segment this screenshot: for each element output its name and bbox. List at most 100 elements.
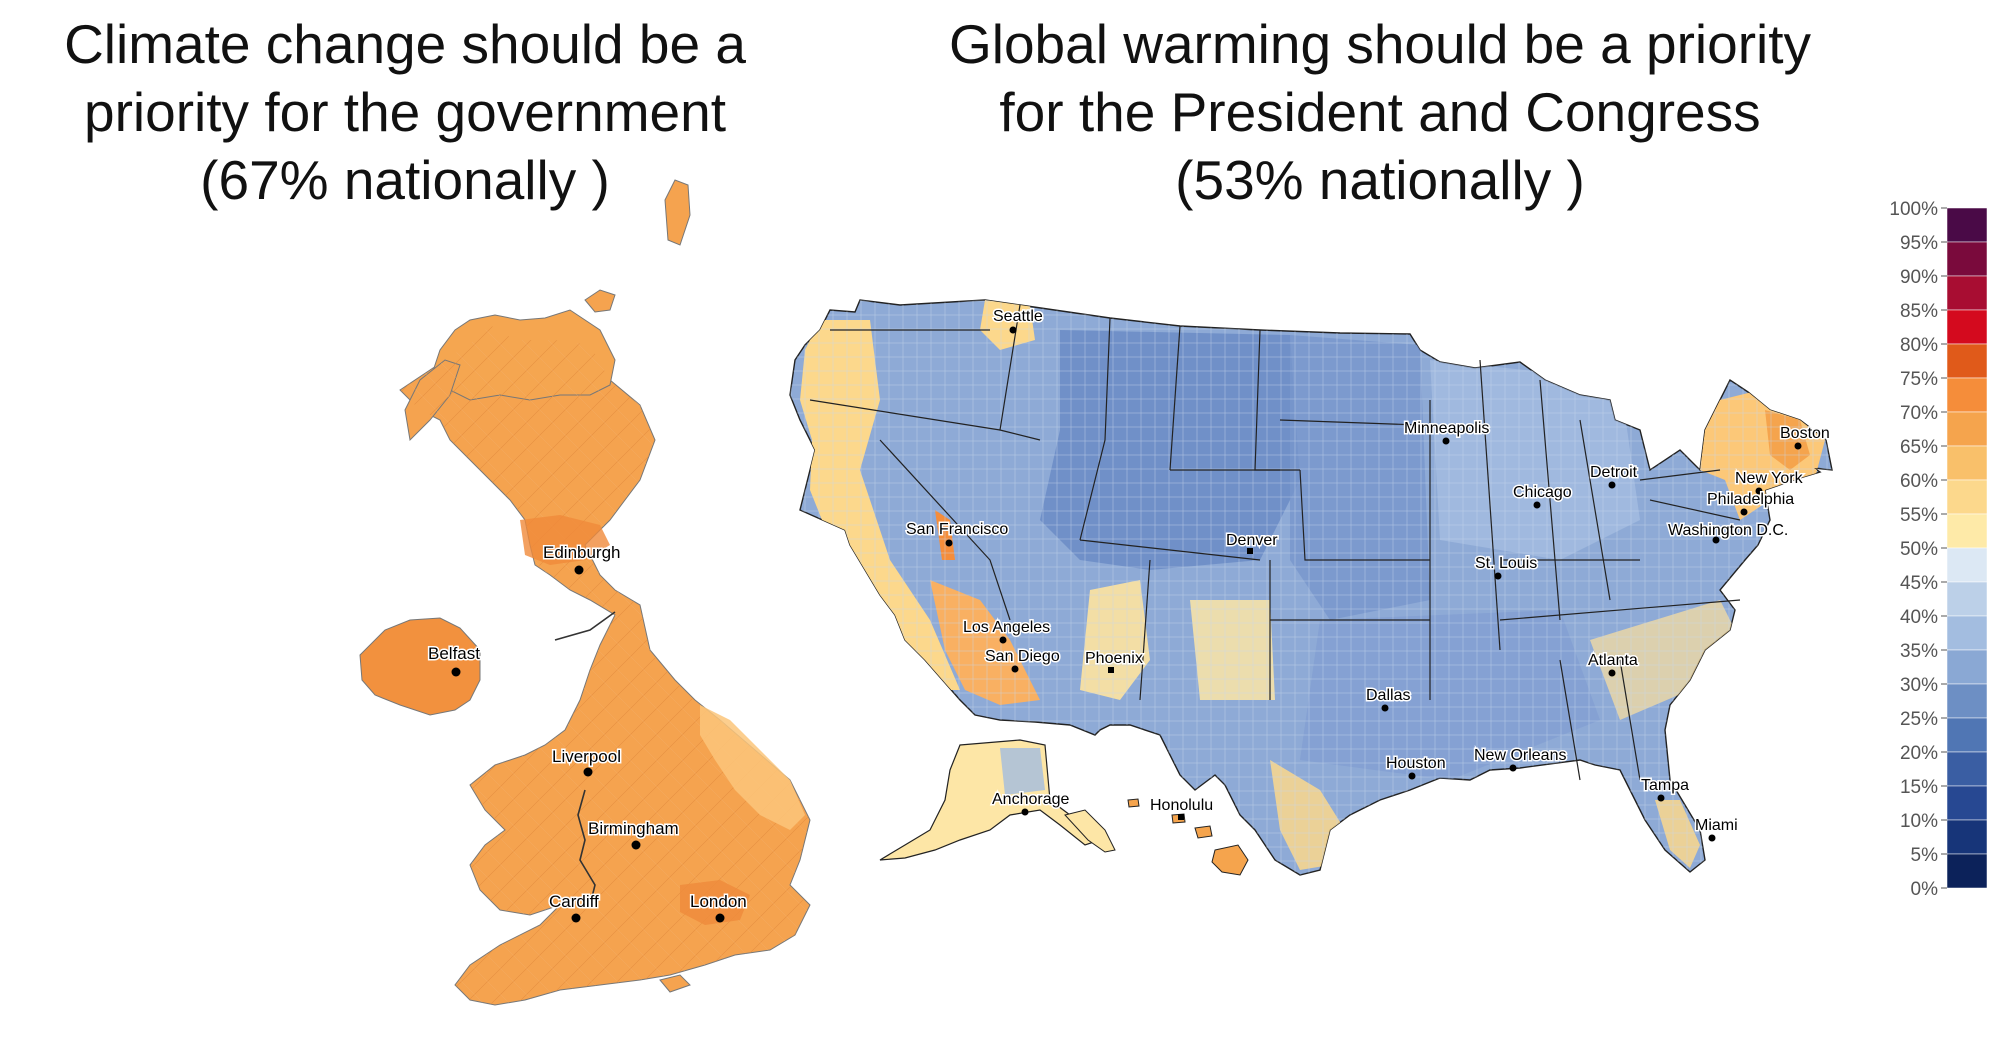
us-city-label-tampa: Tampa (1641, 777, 1689, 794)
uk-city-dot-edinburgh (574, 565, 584, 575)
legend-swatch (1946, 615, 1988, 651)
us-city-dot-tampa (1657, 794, 1665, 802)
us-city-dot-minneapolis (1442, 437, 1450, 445)
us-city-label-phoenix: Phoenix (1085, 650, 1143, 667)
uk-city-dot-belfast (451, 667, 461, 677)
us-city-label-new-orleans: New Orleans (1474, 747, 1566, 764)
us-city-dot-denver (1247, 548, 1253, 554)
legend-swatch (1946, 513, 1988, 549)
legend-tick-label: 15% (1900, 777, 1938, 798)
uk-city-label-liverpool: Liverpool (552, 747, 621, 766)
legend-swatch (1946, 547, 1988, 583)
uk-northern-ireland (359, 617, 481, 716)
uk-wales-england-border (577, 789, 596, 906)
legend-tick-label: 5% (1911, 845, 1939, 866)
us-city-label-los-angeles: Los Angeles (963, 619, 1050, 636)
uk-scotland-england-border (554, 611, 616, 641)
us-city-dot-philadelphia (1740, 508, 1748, 516)
us-alaska-panhandle (1064, 809, 1116, 853)
us-city-label-honolulu: Honolulu (1150, 797, 1213, 814)
us-title-line-2: for the President and Congress (999, 81, 1761, 143)
uk-city-label-belfast: Belfast (428, 644, 480, 663)
uk-isle-of-wight (659, 974, 691, 993)
legend-swatch (1946, 479, 1988, 515)
uk-map-title: Climate change should be a priority for … (0, 10, 810, 214)
us-city-dot-seattle (1009, 326, 1017, 334)
legend-tick-label: 65% (1900, 437, 1938, 458)
legend-swatch (1946, 343, 1988, 379)
us-city-dot-washington-dc (1712, 536, 1720, 544)
legend-swatch (1946, 819, 1988, 855)
legend-swatch (1946, 377, 1988, 413)
us-city-dot-san-francisco (945, 539, 953, 547)
legend-swatch (1946, 309, 1988, 345)
us-city-label-boston: Boston (1780, 425, 1830, 442)
legend-swatch (1946, 785, 1988, 821)
legend-tick-label: 55% (1900, 505, 1938, 526)
us-hawaii-maui (1194, 825, 1213, 839)
legend-tick-label: 40% (1900, 607, 1938, 628)
us-city-label-seattle: Seattle (993, 308, 1043, 325)
us-city-label-san-francisco: San Francisco (906, 521, 1008, 538)
us-city-label-st-louis: St. Louis (1475, 555, 1537, 572)
us-city-dot-houston (1408, 772, 1416, 780)
legend-tick-label: 20% (1900, 743, 1938, 764)
uk-city-label-london: London (690, 892, 747, 911)
us-map-title: Global warming should be a priority for … (880, 10, 1880, 214)
us-alaska-interior (1000, 748, 1045, 795)
us-city-label-houston: Houston (1386, 755, 1446, 772)
uk-title-line-2: priority for the government (84, 81, 726, 143)
us-city-dot-boston (1794, 442, 1802, 450)
uk-title-line-3: (67% nationally ) (200, 149, 610, 211)
legend-swatch (1946, 241, 1988, 277)
us-city-label-detroit: Detroit (1590, 464, 1638, 481)
us-city-dot-anchorage (1021, 808, 1029, 816)
us-city-dot-phoenix (1108, 667, 1114, 673)
legend-swatch (1946, 411, 1988, 447)
legend-tick-label: 85% (1900, 301, 1938, 322)
uk-title-line-1: Climate change should be a (64, 13, 746, 75)
us-city-label-san-diego: San Diego (985, 648, 1060, 665)
legend-tick-label: 45% (1900, 573, 1938, 594)
legend-tick-label: 100% (1889, 199, 1938, 220)
us-hawaii-kauai (1127, 798, 1140, 808)
us-city-label-dallas: Dallas (1366, 687, 1410, 704)
legend-tick-label: 30% (1900, 675, 1938, 696)
us-title-line-1: Global warming should be a priority (948, 13, 1812, 75)
legend-tick-label: 95% (1900, 233, 1938, 254)
uk-city-label-edinburgh: Edinburgh (543, 543, 621, 562)
us-city-dot-chicago (1533, 501, 1541, 509)
us-city-dot-detroit (1608, 481, 1616, 489)
us-map: Seattle San Francisco Los Angeles San Di… (789, 299, 1833, 876)
us-title-line-3: (53% nationally ) (1175, 149, 1585, 211)
uk-city-dot-birmingham (631, 840, 641, 850)
us-city-dot-atlanta (1608, 669, 1616, 677)
color-legend: 100% 95% 90% 85% 80% 75% 70% 65% 60% 55% 50% 45% 40%… (1889, 199, 1988, 900)
us-city-dot-dallas (1381, 704, 1389, 712)
legend-swatch (1946, 207, 1988, 243)
us-city-dot-miami (1708, 834, 1716, 842)
legend-tick-label: 60% (1900, 471, 1938, 492)
us-city-dot-los-angeles (999, 636, 1007, 644)
legend-swatch (1946, 717, 1988, 753)
legend-swatch (1946, 751, 1988, 787)
legend-tick-label: 25% (1900, 709, 1938, 730)
legend-tick-label: 10% (1900, 811, 1938, 832)
uk-city-label-cardiff: Cardiff (549, 892, 599, 911)
us-city-label-new-york: New York (1735, 470, 1804, 487)
us-city-label-washington-dc: Washington D.C. (1668, 522, 1788, 539)
us-city-label-philadelphia: Philadelphia (1707, 491, 1794, 508)
us-city-dot-st-louis (1494, 572, 1502, 580)
us-hawaii-big-island (1211, 844, 1249, 876)
us-state-borders (809, 304, 1741, 781)
legend-swatch (1946, 275, 1988, 311)
legend-swatch (1946, 649, 1988, 685)
us-city-dot-honolulu (1178, 814, 1184, 820)
us-city-label-miami: Miami (1695, 817, 1738, 834)
uk-east-england-region (700, 705, 805, 830)
us-city-label-minneapolis: Minneapolis (1404, 420, 1489, 437)
legend-swatch (1946, 683, 1988, 719)
legend-swatch (1946, 445, 1988, 481)
legend-tick-label: 50% (1900, 539, 1938, 560)
